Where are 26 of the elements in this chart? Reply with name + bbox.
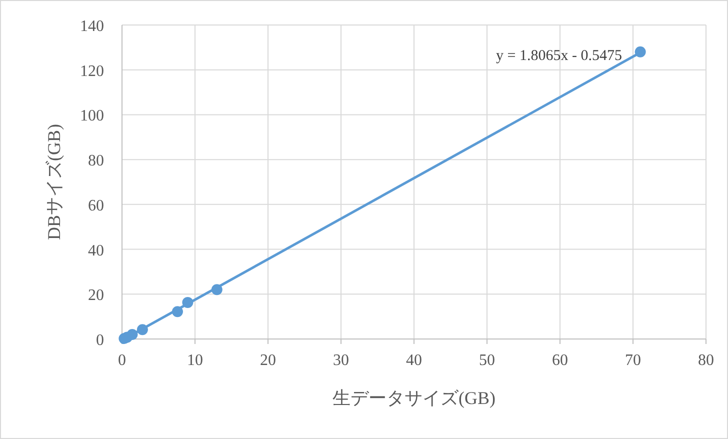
point bbox=[182, 296, 194, 308]
x-tick-label: 70 bbox=[625, 352, 641, 369]
point bbox=[211, 284, 222, 296]
y-tick-label: 100 bbox=[80, 108, 104, 125]
x-tick-label: 50 bbox=[479, 352, 495, 369]
annotation: y = 1.8065x - 0.5475 bbox=[496, 48, 622, 64]
point bbox=[136, 324, 148, 336]
x-tick-label: 40 bbox=[406, 352, 422, 369]
x-tick-label: 20 bbox=[260, 352, 276, 369]
x-tick-label: 10 bbox=[187, 352, 203, 369]
x-axis-title: 生データサイズ(GB) bbox=[332, 388, 496, 408]
y-tick-label: 120 bbox=[80, 62, 104, 80]
y-tick-label: 80 bbox=[88, 152, 104, 170]
x-tick-label: 0 bbox=[118, 352, 126, 369]
point bbox=[172, 306, 183, 318]
point bbox=[634, 46, 646, 58]
y-tick-label: 60 bbox=[88, 197, 104, 214]
y-tick-label: 140 bbox=[80, 18, 104, 35]
y-tick-label: 40 bbox=[88, 242, 104, 260]
x-tick-label: 30 bbox=[333, 352, 349, 369]
point bbox=[126, 329, 138, 340]
y-axis-title: DBサイズ(GB) bbox=[44, 124, 64, 240]
x-tick-label: 80 bbox=[698, 352, 714, 369]
y-tick-label: 0 bbox=[96, 332, 104, 349]
y-tick-label: 20 bbox=[88, 287, 104, 304]
x-tick-label: 60 bbox=[552, 352, 568, 369]
